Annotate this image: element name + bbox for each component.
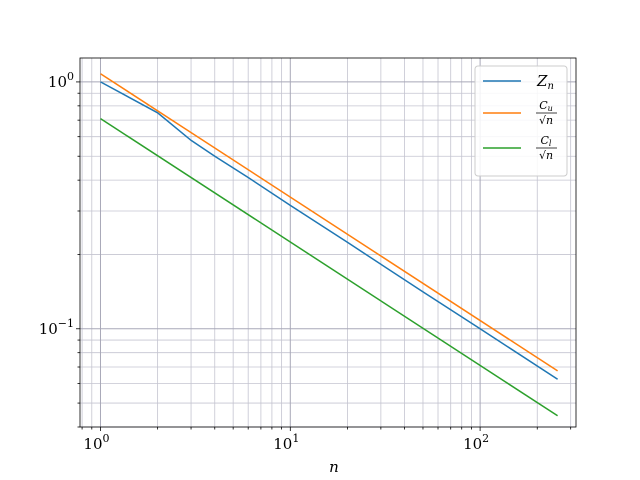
legend-label-2-numerator: Cu <box>539 99 553 113</box>
x-axis-label: n <box>329 458 339 476</box>
minor-grid <box>80 58 576 428</box>
series-layer <box>100 73 559 417</box>
tick-labels: 100 101 102 100 10−1 <box>39 70 489 453</box>
tick-marks <box>76 81 572 431</box>
x-tick-label: 100 <box>83 432 109 453</box>
series-line-2 <box>100 73 559 372</box>
y-tick-label: 10−1 <box>39 317 74 338</box>
series-line-3 <box>100 117 559 417</box>
legend-label-2-denominator: √n <box>539 114 553 127</box>
y-tick-label: 100 <box>48 70 74 91</box>
legend-label-3-denominator: √n <box>539 149 553 162</box>
x-tick-label: 102 <box>463 432 489 453</box>
series-line-1 <box>100 81 559 380</box>
x-tick-label: 101 <box>273 432 299 453</box>
legend-label-3-numerator: Cl <box>541 134 552 148</box>
axes-frame <box>79 57 577 428</box>
legend-label-1: Zn <box>536 72 554 92</box>
